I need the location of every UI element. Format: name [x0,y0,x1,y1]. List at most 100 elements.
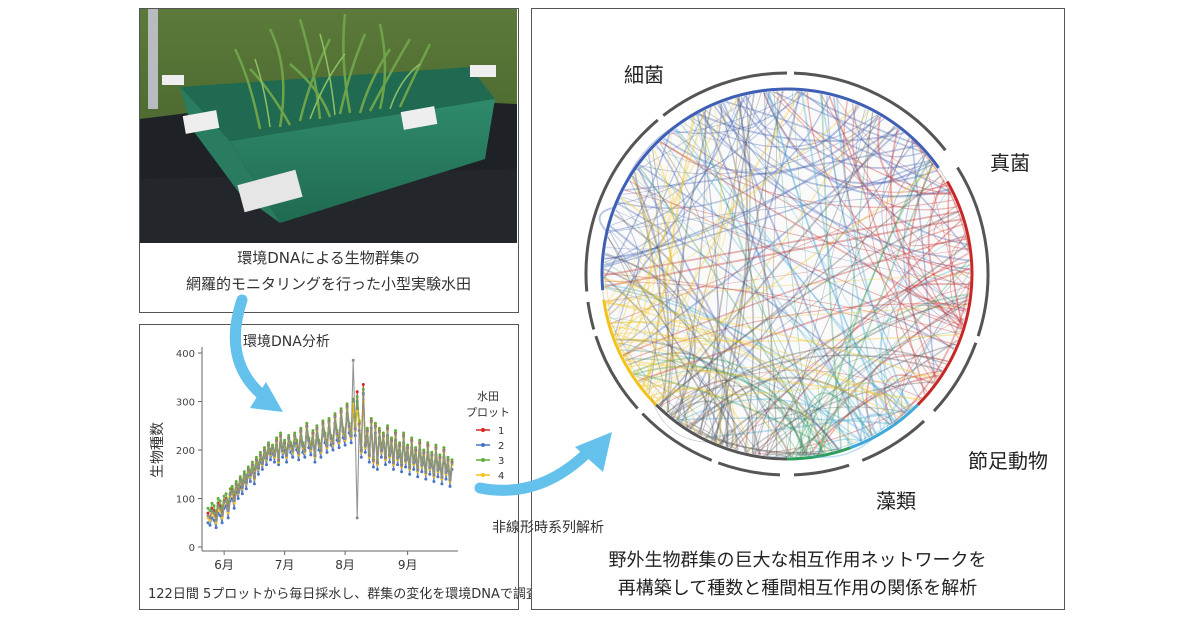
data-point-2-86 [379,455,383,459]
data-point-5-69 [345,405,349,409]
chord-4-47 [676,92,762,421]
data-point-5-120 [448,478,452,482]
data-point-2-96 [400,470,404,474]
data-point-5-100 [408,466,412,470]
data-point-5-96 [400,464,404,467]
x-tick-label-3: 9月 [398,558,418,572]
data-point-2-108 [424,477,428,481]
data-point-2-39 [285,460,289,464]
chord-1-54 [820,93,959,339]
chord-1-15 [808,374,940,457]
chord-3-17 [804,293,970,457]
data-point-5-11 [228,493,232,497]
data-point-3-60 [327,417,331,420]
data-point-5-15 [236,491,240,495]
data-point-2-90 [388,460,391,464]
chord-5-38 [606,273,971,303]
data-point-2-27 [260,467,264,471]
chord-1-26 [769,91,970,290]
chord-0-9 [745,95,860,151]
chord-4-46 [764,354,948,456]
chord-3-15 [795,258,970,458]
chord-3-2 [624,358,837,451]
chord-1-12 [629,180,963,327]
data-point-5-6 [218,506,222,510]
y-tick-label-2: 200 [176,446,195,457]
chord-5-2 [636,116,695,379]
chord-4-4 [659,142,720,436]
data-point-5-89 [386,427,389,431]
chord-5-0 [603,278,663,359]
data-point-3-119 [446,455,450,459]
chord-4-29 [616,338,761,456]
data-point-3-87 [381,431,385,435]
data-point-3-97 [402,431,406,435]
chord-4-54 [699,93,755,436]
chord-0-52 [617,202,906,415]
data-point-5-87 [381,434,385,438]
chord-1-3 [638,267,971,382]
chord-0-4 [672,91,806,134]
chord-0-1 [698,112,970,262]
chord-0-38 [618,95,831,209]
data-point-5-17 [240,486,244,490]
chord-0-18 [637,167,793,458]
chord-1-17 [889,128,963,330]
data-point-4-74 [355,409,359,413]
chord-0-34 [713,105,934,189]
chord-2-26 [674,128,870,438]
chord-0-37 [605,252,691,416]
chord-0-11 [629,180,674,413]
legend-title-line2: プロット [466,406,510,419]
network-caption: 野外生物群集の巨大な相互作用ネットワークを 再構築して種数と種間相互作用の関係を… [532,547,1063,603]
chord-2-27 [604,285,875,436]
chord-1-2 [885,138,964,325]
group-label-fungi: 真菌 [990,151,1030,175]
chord-2-9 [680,124,909,412]
data-point-5-54 [315,427,319,431]
chord-3-18 [791,153,926,458]
data-point-2-76 [359,455,363,459]
chord-0-62 [833,97,968,246]
chord-0-15 [851,103,924,158]
data-point-5-52 [311,432,315,436]
chart-panel: 0 100 200 300 400 6月 7月 8月 9月 生物種数 水田 プロット 1 2 3 4 5 122… [139,324,539,610]
chord-0-8 [608,209,639,316]
data-point-2-31 [269,458,272,462]
data-point-5-78 [363,444,367,448]
chord-4-17 [766,91,779,456]
data-point-5-71 [349,434,353,438]
chord-0-51 [890,153,970,271]
chord-1-4 [685,285,970,427]
chord-1-5 [866,112,935,384]
data-point-5-90 [388,454,391,458]
chord-4-0 [745,381,935,453]
data-point-5-84 [375,461,379,465]
group-bracket-5 [861,419,926,462]
chord-0-35 [702,111,824,454]
chord-5-21 [610,304,968,324]
data-point-3-16 [238,475,242,479]
chord-0-26 [603,133,671,279]
chord-3-24 [789,400,804,458]
data-point-2-110 [428,472,432,476]
chord-5-33 [655,386,722,445]
chord-5-9 [615,97,740,340]
step-label-edna-analysis: 環境DNA分析 [243,334,330,350]
chord-1-14 [604,218,962,288]
data-point-5-41 [289,444,293,448]
data-point-5-62 [331,442,335,446]
chord-4-7 [610,322,721,445]
chord-3-12 [795,331,961,457]
chord-4-28 [785,339,959,458]
chord-1-33 [905,283,970,311]
chord-1-47 [950,232,966,328]
data-point-2-17 [240,492,244,496]
chord-3-22 [690,117,789,458]
chord-3-10 [633,365,809,457]
chord-5-20 [603,271,612,324]
chord-0-57 [604,145,686,260]
step-label-nonlinear-analysis: 非線形時系列解析 [492,520,604,536]
data-point-1-74 [355,390,359,394]
chord-1-43 [919,147,962,330]
